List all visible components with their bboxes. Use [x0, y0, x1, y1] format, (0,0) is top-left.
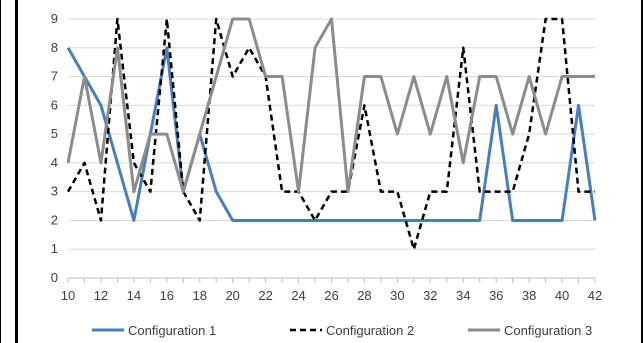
y-tick-label: 2: [51, 212, 58, 227]
x-tick-label: 32: [423, 288, 437, 303]
y-tick-label: 6: [51, 97, 58, 112]
y-tick-label: 0: [51, 270, 58, 285]
x-tick-label: 20: [225, 288, 239, 303]
frame-border-left: [15, 0, 18, 343]
series-layer: [66, 17, 597, 251]
legend-label-1: Configuration 1: [128, 323, 216, 338]
y-tick-label: 9: [51, 11, 58, 26]
x-tick-label: 34: [456, 288, 470, 303]
x-tick-label: 18: [193, 288, 207, 303]
y-tick-label: 7: [51, 69, 58, 84]
axis-layer: [67, 277, 596, 283]
y-tick-label: 5: [51, 126, 58, 141]
frame-border-left-outer: [0, 0, 1, 343]
series-line-1: [66, 46, 597, 222]
legend-label-2: Configuration 2: [326, 323, 414, 338]
legend: Configuration 1 Configuration 2 Configurat…: [92, 323, 592, 338]
series-line-3: [66, 17, 595, 194]
x-tick-label: 38: [522, 288, 536, 303]
y-tick-label: 4: [51, 155, 58, 170]
grid-layer: [68, 18, 595, 250]
x-tick-label: 36: [489, 288, 503, 303]
y-tick-label: 1: [51, 241, 58, 256]
x-tick-label: 40: [555, 288, 569, 303]
x-tick-label: 24: [291, 288, 305, 303]
x-tick-label: 14: [127, 288, 141, 303]
frame-border-right: [641, 0, 643, 343]
x-tick-label: 28: [357, 288, 371, 303]
x-tick-label: 42: [588, 288, 602, 303]
x-tick-label: 10: [61, 288, 75, 303]
x-tick-label: 12: [94, 288, 108, 303]
x-tick-label: 22: [258, 288, 272, 303]
x-tick-label: 26: [324, 288, 338, 303]
y-tick-label: 3: [51, 184, 58, 199]
x-tick-label: 30: [390, 288, 404, 303]
x-tick-label: 16: [160, 288, 174, 303]
legend-label-3: Configuration 3: [504, 323, 592, 338]
y-tick-label: 8: [51, 40, 58, 55]
